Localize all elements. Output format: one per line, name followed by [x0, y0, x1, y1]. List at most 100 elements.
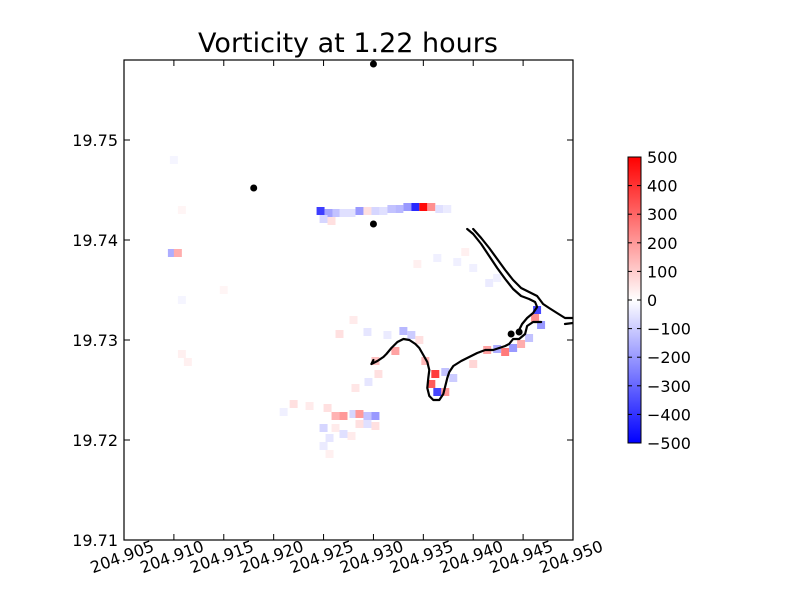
gauge-point — [515, 328, 523, 336]
vorticity-cell — [461, 248, 470, 256]
vorticity-cell — [403, 203, 412, 211]
vorticity-cell — [449, 374, 458, 382]
vorticity-cell — [319, 424, 328, 432]
y-tick-label: 19.74 — [72, 231, 118, 250]
vorticity-cell — [319, 442, 328, 450]
colorbar-ticks: 500 400 300 200 100 0 −100 −200 −300 −400 −500 — [628, 148, 691, 453]
vorticity-cell — [485, 279, 494, 287]
vorticity-cell — [441, 368, 450, 376]
vorticity-cell — [371, 422, 380, 430]
gauge-point — [507, 330, 515, 338]
vorticity-cell — [324, 209, 333, 217]
vorticity-cell — [441, 388, 450, 396]
vorticity-cell — [407, 331, 416, 339]
vorticity-cell — [183, 358, 192, 366]
plot-area: 204.905204.910204.915204.920204.925204.9… — [72, 59, 605, 577]
vorticity-cell — [419, 203, 428, 211]
vorticity-cell — [331, 424, 340, 432]
vorticity-cell — [363, 412, 372, 420]
plot-background — [124, 60, 573, 540]
colorbar-tick-label: −100 — [647, 320, 691, 339]
vorticity-cell — [351, 384, 360, 392]
vorticity-cell — [427, 380, 436, 388]
vorticity-cell — [431, 370, 440, 378]
colorbar-tick-label: −300 — [647, 377, 691, 396]
vorticity-cell — [371, 412, 380, 420]
vorticity-cell — [399, 327, 408, 335]
vorticity-cell — [371, 207, 380, 215]
vorticity-cell — [421, 357, 430, 365]
vorticity-cell — [531, 314, 540, 322]
shoreline-line — [370, 320, 543, 402]
gauge-point — [250, 184, 258, 192]
vorticity-cell — [339, 412, 348, 420]
vorticity-cell — [533, 306, 542, 314]
vorticity-cell — [363, 420, 372, 428]
vorticity-cell — [395, 205, 404, 213]
vorticity-cell — [364, 378, 373, 386]
shoreline-line — [563, 321, 573, 326]
vorticity-cell — [517, 340, 526, 348]
vorticity-cell — [219, 286, 228, 294]
vorticity-cell — [469, 264, 478, 272]
shoreline-line — [472, 227, 573, 320]
vorticity-cell — [325, 434, 334, 442]
vorticity-cell — [537, 321, 546, 329]
colorbar-tick-label: −400 — [647, 405, 691, 424]
vorticity-cell — [316, 207, 325, 215]
vorticity-cell — [349, 410, 358, 418]
vorticity-cell — [325, 450, 334, 458]
y-tick-label: 19.75 — [72, 131, 118, 150]
vorticity-cell — [415, 336, 424, 344]
vorticity-cell — [332, 209, 341, 217]
vorticity-cell — [391, 347, 400, 355]
vorticity-cell — [349, 316, 358, 324]
colorbar: 500 400 300 200 100 0 −100 −200 −300 −400 −500 — [627, 148, 691, 453]
y-tick-label: 19.72 — [72, 431, 118, 450]
vorticity-cell — [411, 203, 420, 211]
vorticity-cell — [355, 410, 364, 418]
vorticity-cell — [319, 215, 328, 223]
vorticity-cell — [443, 205, 452, 213]
y-tick-label: 19.73 — [72, 331, 118, 350]
vorticity-cell — [427, 203, 436, 211]
vorticity-cell — [355, 420, 364, 428]
colorbar-tick-label: 100 — [647, 262, 678, 281]
gauge-point — [369, 220, 377, 228]
vorticity-field — [167, 156, 546, 458]
colorbar-tick-label: −500 — [647, 434, 691, 453]
vorticity-cell — [177, 350, 186, 358]
vorticity-cell — [379, 207, 388, 215]
vorticity-cell — [347, 432, 356, 440]
colorbar-tick-label: −200 — [647, 348, 691, 367]
vorticity-cell — [305, 402, 314, 410]
vorticity-cell — [501, 348, 510, 356]
vorticity-cell — [374, 370, 383, 378]
vorticity-cell — [289, 400, 298, 408]
vorticity-cell — [331, 412, 340, 420]
vorticity-cell — [525, 334, 534, 342]
vorticity-cell — [323, 404, 332, 412]
y-axis: 19.71 19.72 19.73 19.74 19.75 — [72, 131, 573, 550]
vorticity-cell — [493, 274, 502, 282]
vorticity-cell — [279, 408, 288, 416]
vorticity-cell — [339, 430, 348, 438]
plot-frame — [123, 59, 574, 541]
vorticity-cell — [433, 388, 442, 396]
vorticity-cell — [327, 217, 336, 225]
vorticity-cell — [335, 330, 344, 338]
vorticity-cell — [347, 209, 356, 217]
vorticity-cell — [363, 328, 372, 336]
colorbar-tick-label: 200 — [647, 234, 678, 253]
vorticity-cell — [177, 296, 186, 304]
vorticity-cell — [383, 331, 392, 339]
vorticity-cell — [167, 249, 176, 257]
colorbar-tick-label: 400 — [647, 177, 678, 196]
gauge-points — [250, 60, 523, 338]
vorticity-cell — [433, 254, 442, 262]
vorticity-cell — [435, 205, 444, 213]
vorticity-cell — [339, 209, 348, 217]
vorticity-cell — [169, 156, 178, 164]
vorticity-cell — [453, 258, 462, 266]
